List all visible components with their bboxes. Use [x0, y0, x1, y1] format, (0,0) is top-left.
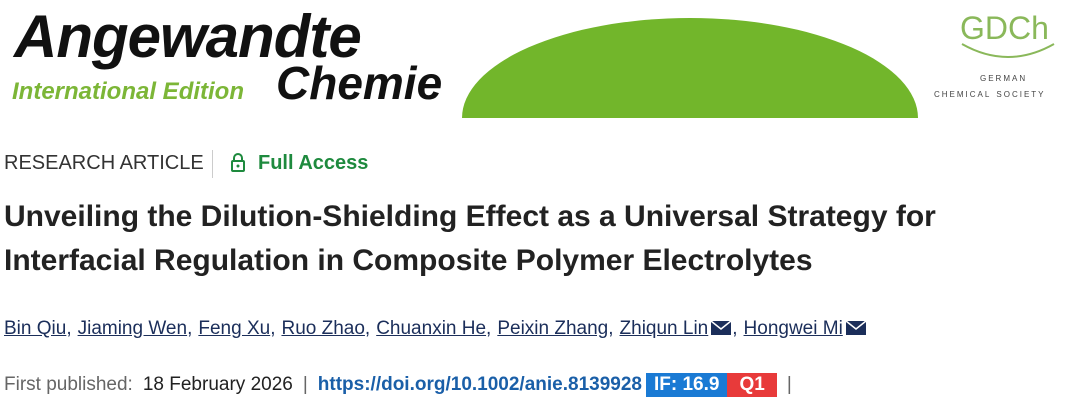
author-name[interactable]: Chuanxin He — [376, 318, 487, 339]
divider — [212, 150, 213, 178]
author-separator: , — [66, 318, 72, 339]
published-label: First published: — [4, 374, 133, 395]
author-separator: , — [187, 318, 193, 339]
author-separator: , — [608, 318, 614, 339]
society-logo: GDCh — [960, 10, 1049, 46]
email-icon[interactable] — [845, 320, 867, 336]
lock-icon — [231, 153, 245, 172]
author-name[interactable]: Feng Xu — [198, 318, 271, 339]
author-separator: , — [732, 318, 738, 339]
published-date: 18 February 2026 — [142, 374, 293, 395]
journal-name: Chemie — [276, 57, 443, 109]
access-label[interactable]: Full Access — [258, 152, 369, 174]
journal-name: Angewandte — [14, 3, 362, 70]
author-separator: , — [486, 318, 492, 339]
author-separator: , — [270, 318, 276, 339]
separator: | — [786, 374, 792, 395]
logo-arc — [462, 18, 918, 118]
article-title: Unveiling the Dilution-Shielding Effect … — [4, 200, 936, 277]
author-list: Bin Qiu, Jiaming Wen, Feng Xu, Ruo Zhao, Chu… — [4, 318, 867, 340]
society-arc — [961, 43, 1055, 58]
society-name: German — [980, 72, 1028, 84]
author-name[interactable]: Peixin Zhang — [497, 318, 609, 339]
article-type: RESEARCH ARTICLE — [4, 152, 204, 174]
author-name[interactable]: Bin Qiu — [4, 318, 67, 339]
author-separator: , — [364, 318, 371, 339]
doi-link[interactable]: https://doi.org/10.1002/anie.8139928 — [317, 374, 642, 395]
author-name[interactable]: Zhiqun Lin — [619, 318, 709, 339]
author-name[interactable]: Hongwei Mi — [743, 318, 843, 339]
separator: | — [302, 374, 308, 395]
author-name[interactable]: Jiaming Wen — [77, 318, 188, 339]
publication-info: First published: 18 February 2026 | http… — [4, 373, 792, 397]
society-name: Chemical Society — [934, 88, 1046, 100]
quartile: Q1 — [727, 373, 777, 397]
impact-factor: IF: 16.9 — [645, 373, 728, 397]
journal-edition: International Edition — [12, 78, 244, 105]
email-icon[interactable] — [710, 320, 732, 336]
author-name[interactable]: Ruo Zhao — [281, 318, 365, 339]
